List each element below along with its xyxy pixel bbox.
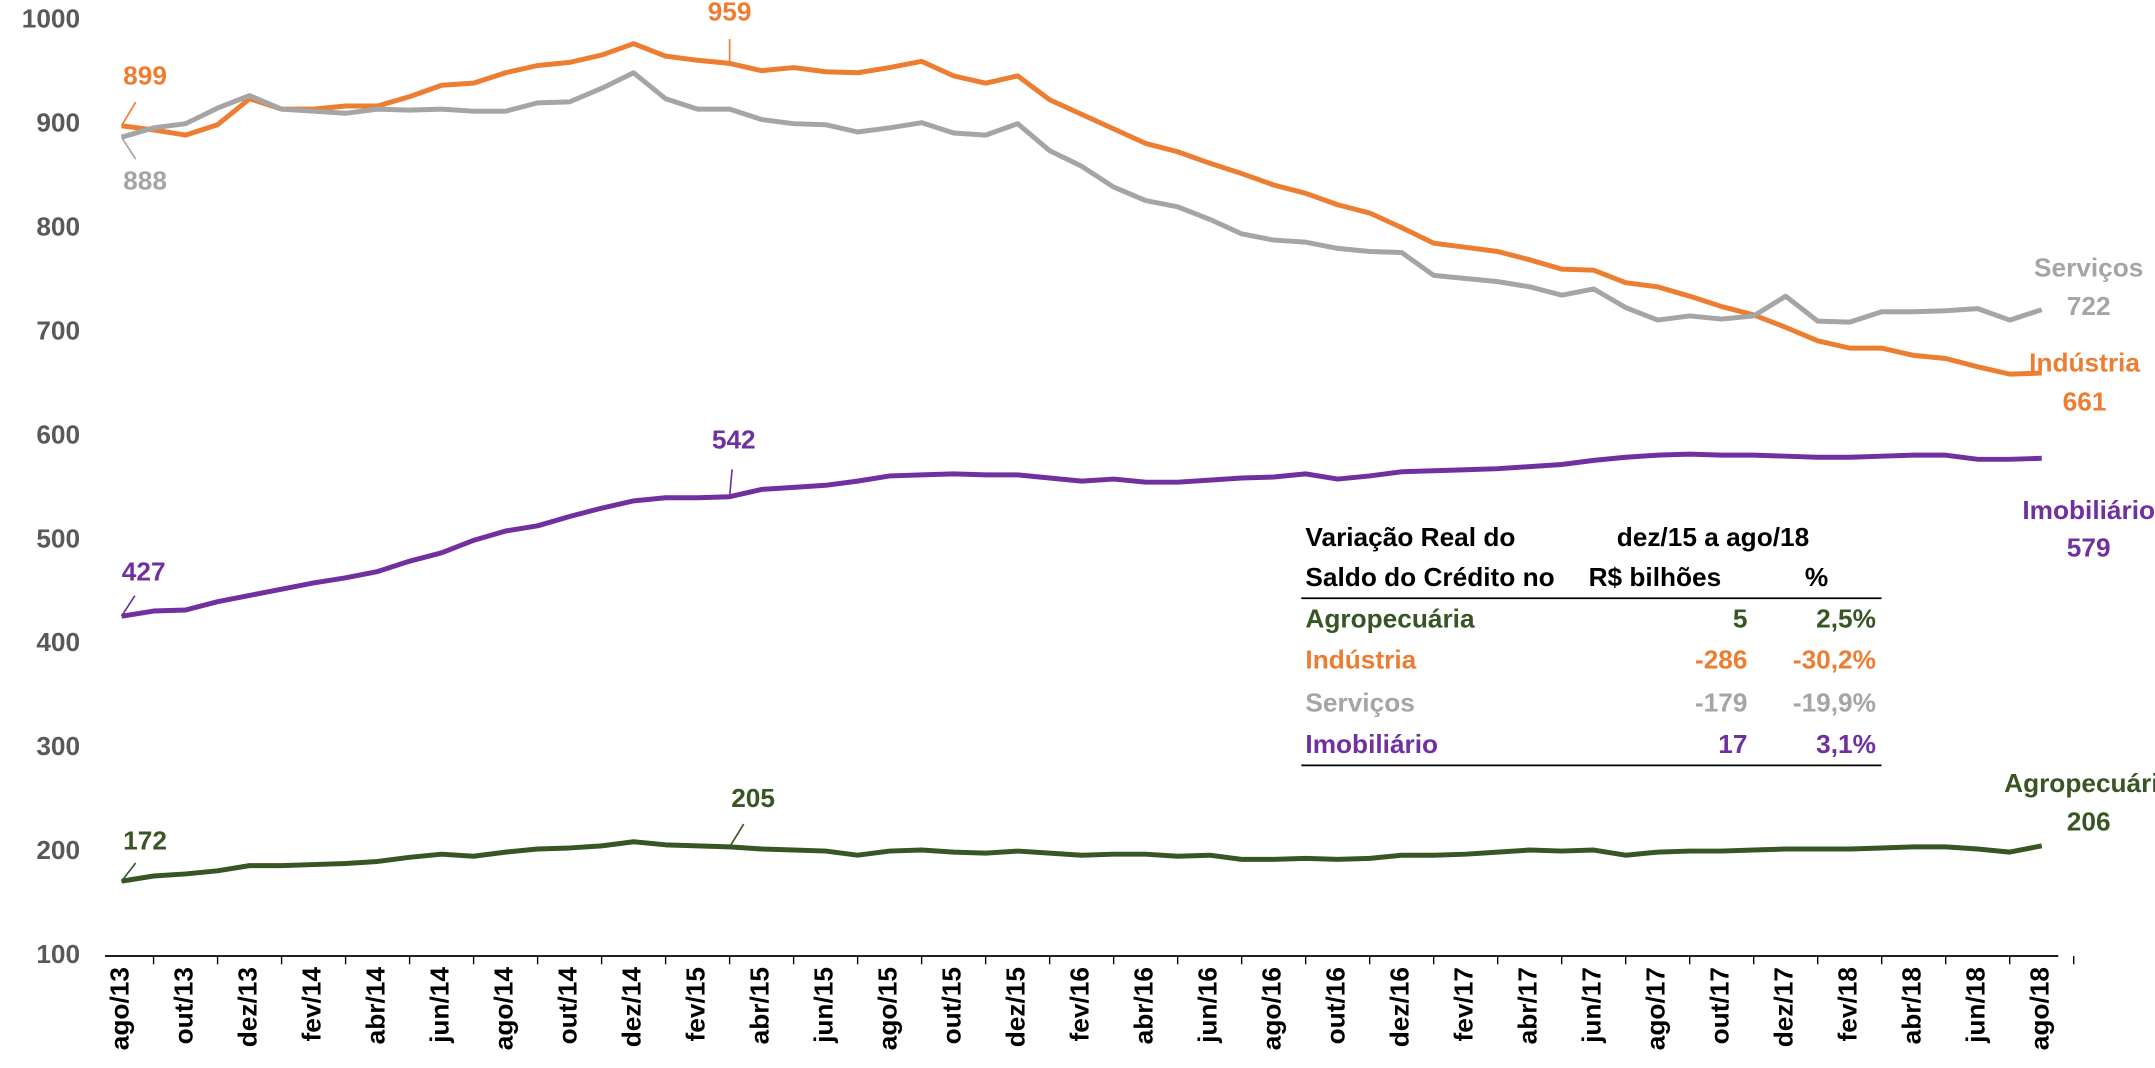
table-cell: -30,2%	[1793, 645, 1876, 675]
x-tick-label: abr/16	[1129, 967, 1159, 1044]
x-tick-label: fev/17	[1449, 967, 1479, 1041]
leader-line	[120, 136, 137, 160]
x-tick-label: fev/16	[1065, 967, 1095, 1041]
y-tick-label: 900	[36, 108, 80, 138]
x-tick-label: ago/18	[2025, 967, 2055, 1050]
data-label: 172	[123, 825, 167, 855]
table-cell: 5	[1733, 603, 1748, 633]
x-tick-label: ago/15	[873, 967, 903, 1050]
x-tick-label: jun/14	[425, 967, 455, 1044]
x-tick-label: out/13	[169, 967, 199, 1044]
data-label: 888	[123, 166, 167, 196]
series-line	[120, 70, 2043, 325]
x-tick-label: fev/15	[681, 967, 711, 1041]
x-tick-label: out/14	[553, 967, 583, 1045]
x-tick-label: dez/13	[233, 967, 263, 1047]
x-tick-label: ago/13	[105, 967, 135, 1050]
x-tick-label: out/16	[1321, 967, 1351, 1044]
data-label: 722	[2067, 291, 2111, 321]
table-cell: Serviços	[1305, 688, 1414, 718]
data-label: 661	[2063, 386, 2107, 416]
x-tick-label: dez/15	[1001, 967, 1031, 1047]
table-header: Saldo do Crédito no	[1305, 562, 1554, 592]
table-cell: -179	[1695, 688, 1748, 718]
y-tick-label: 500	[36, 523, 80, 553]
x-tick-label: dez/14	[617, 967, 647, 1048]
y-tick-label: 800	[36, 212, 80, 242]
table-cell: 17	[1718, 729, 1747, 759]
table-cell: Indústria	[1305, 645, 1416, 675]
y-tick-label: 700	[36, 315, 80, 345]
table-cell: 3,1%	[1816, 729, 1876, 759]
y-tick-label: 600	[36, 419, 80, 449]
x-tick-label: ago/14	[489, 967, 519, 1051]
x-tick-label: out/17	[1705, 967, 1735, 1044]
leader-line	[120, 101, 137, 127]
leader-line	[728, 469, 733, 497]
data-label: 579	[2067, 532, 2111, 562]
table-cell: -286	[1695, 645, 1748, 675]
table-header: dez/15 a ago/18	[1617, 522, 1809, 552]
data-label: 205	[731, 783, 775, 813]
table-header: %	[1805, 562, 1828, 592]
y-tick-label: 1000	[22, 4, 80, 34]
table-header: R$ bilhões	[1589, 562, 1722, 592]
table-cell: Agropecuária	[1305, 603, 1475, 633]
series-end-name: Serviços	[2034, 253, 2143, 283]
x-tick-label: abr/15	[745, 967, 775, 1044]
y-tick-label: 200	[36, 835, 80, 865]
x-tick-label: abr/14	[361, 967, 391, 1045]
x-tick-label: jun/18	[1961, 967, 1991, 1044]
data-label: 542	[712, 424, 756, 454]
x-tick-label: fev/14	[297, 967, 327, 1042]
x-tick-label: ago/17	[1641, 967, 1671, 1050]
series-end-name: Indústria	[2029, 348, 2140, 378]
series-line	[121, 451, 2042, 619]
table-header: Variação Real do	[1305, 522, 1515, 552]
y-tick-label: 300	[36, 731, 80, 761]
series-end-name: Agropecuária	[2004, 768, 2155, 798]
table-cell: Imobiliário	[1305, 729, 1438, 759]
x-tick-label: abr/18	[1897, 967, 1927, 1044]
data-label: 959	[708, 0, 752, 27]
table-cell: 2,5%	[1816, 603, 1876, 633]
x-tick-label: dez/17	[1769, 967, 1799, 1047]
x-tick-label: jun/17	[1577, 967, 1607, 1044]
data-label: 899	[123, 60, 167, 90]
x-tick-label: abr/17	[1513, 967, 1543, 1044]
y-tick-label: 400	[36, 627, 80, 657]
data-label: 206	[2067, 807, 2111, 837]
table-cell: -19,9%	[1793, 688, 1876, 718]
x-tick-label: out/15	[937, 967, 967, 1044]
series-end-name: Imobiliário	[2022, 495, 2155, 525]
y-tick-label: 100	[36, 939, 80, 969]
data-label: 427	[122, 556, 166, 586]
x-tick-label: fev/18	[1833, 967, 1863, 1041]
leader-line	[120, 862, 137, 882]
x-tick-label: jun/15	[809, 967, 839, 1044]
leader-line	[728, 823, 745, 848]
series-line	[121, 41, 2042, 377]
x-tick-label: jun/16	[1193, 967, 1223, 1044]
leader-line	[120, 595, 136, 617]
x-tick-label: dez/16	[1385, 967, 1415, 1047]
series-line	[121, 839, 2043, 884]
x-tick-label: ago/16	[1257, 967, 1287, 1050]
